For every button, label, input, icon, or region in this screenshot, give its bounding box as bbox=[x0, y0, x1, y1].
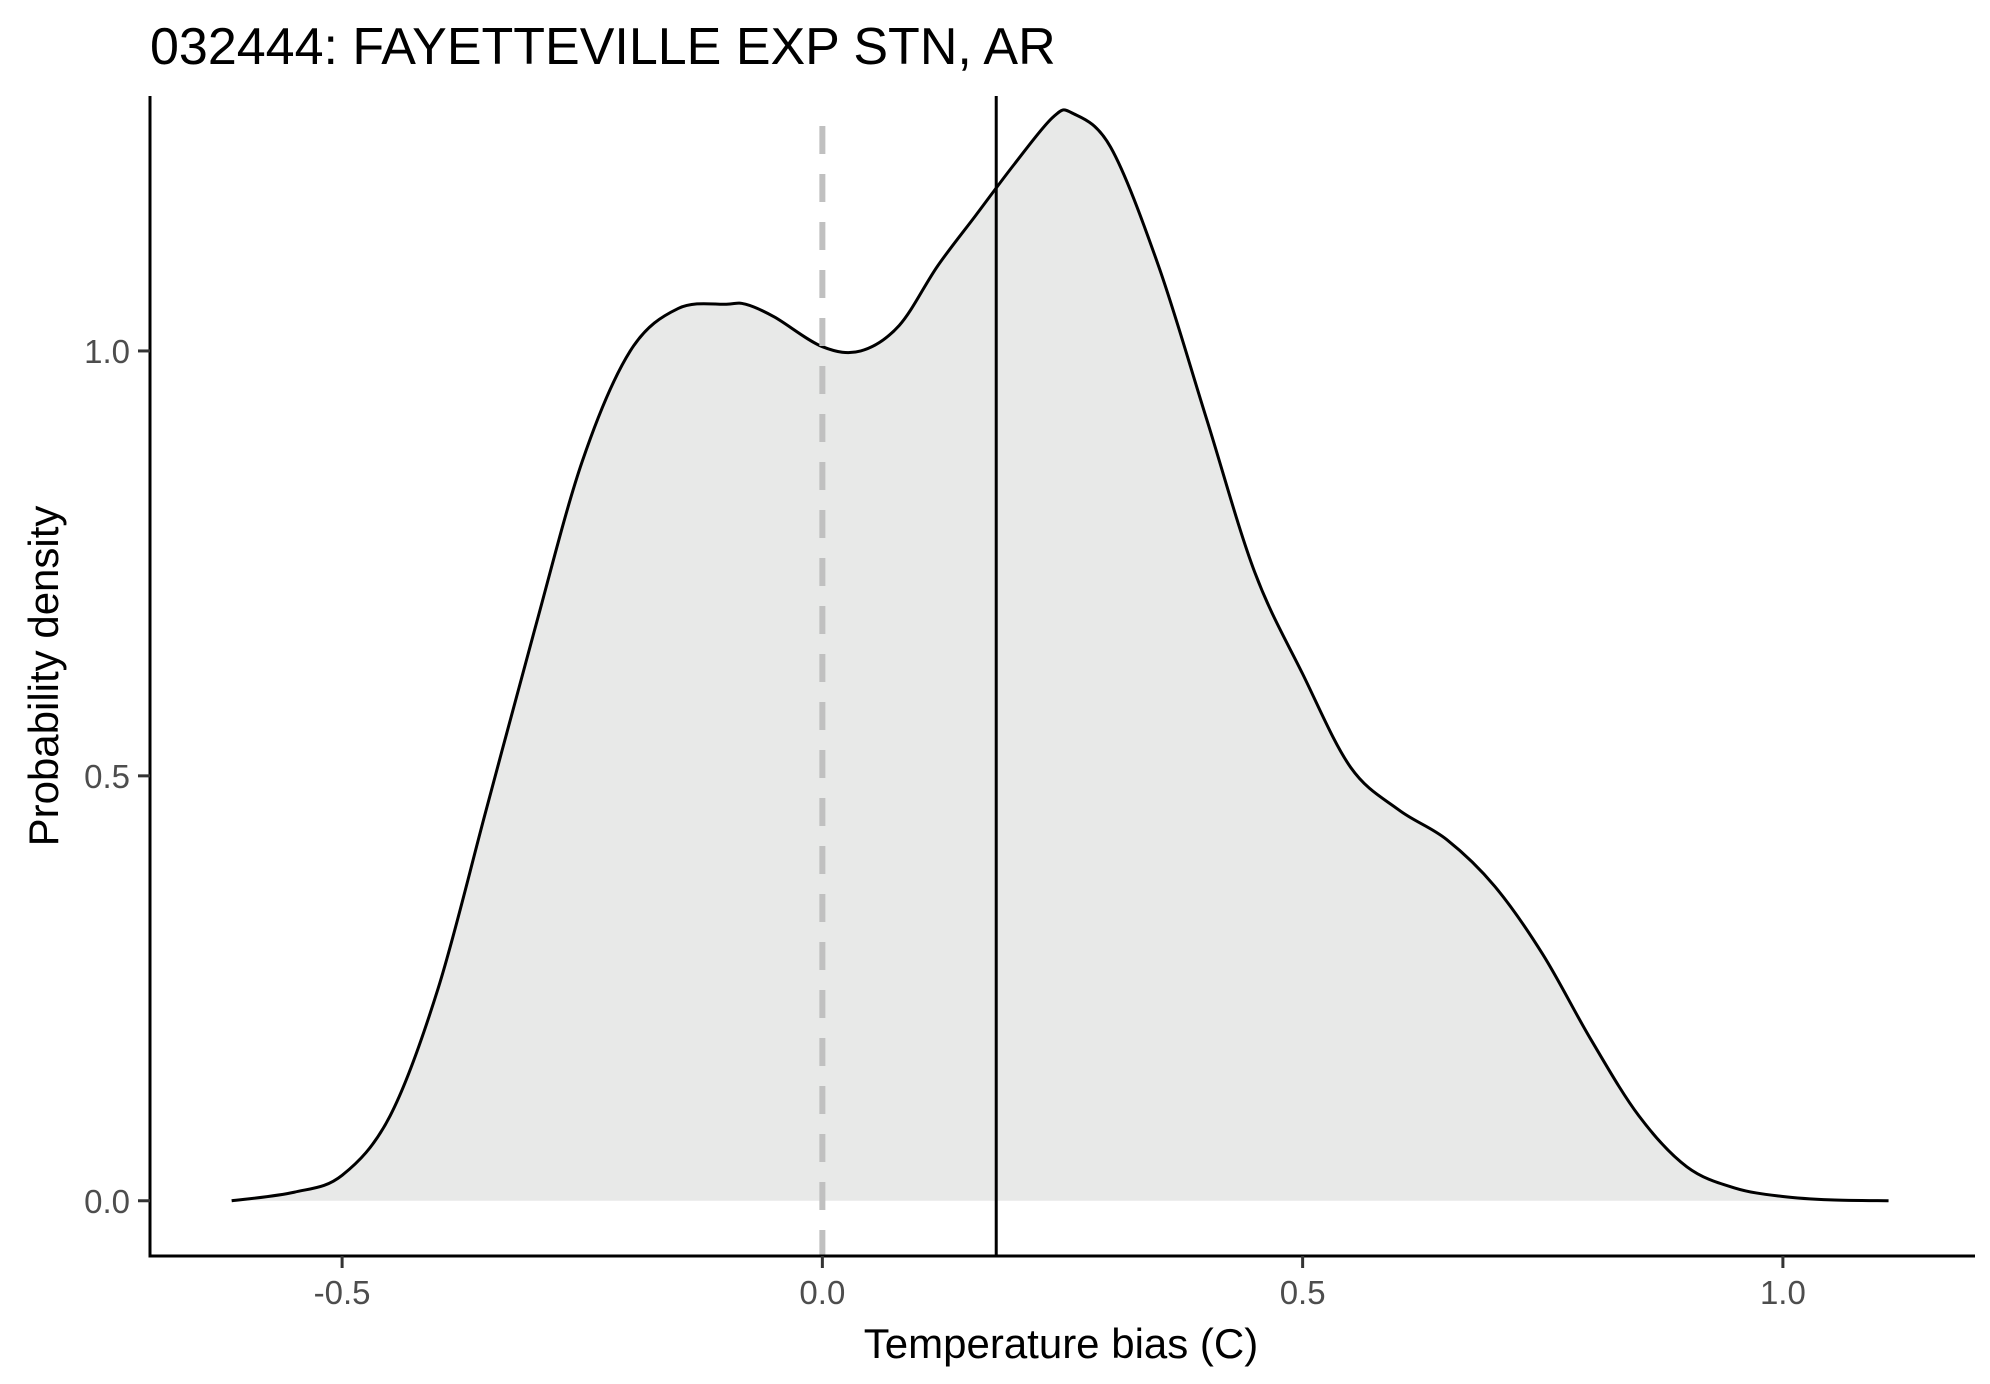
plot-area bbox=[231, 96, 1889, 1256]
density-line bbox=[231, 108, 1889, 1203]
y-axis-ticks: 0.0 0.5 1.0 bbox=[84, 333, 150, 1220]
y-tick-label: 0.0 bbox=[84, 1183, 130, 1220]
x-tick-label: 0.0 bbox=[799, 1274, 845, 1311]
x-axis-title: Temperature bias (C) bbox=[864, 1320, 1258, 1367]
x-tick-label: 0.5 bbox=[1280, 1274, 1326, 1311]
x-tick-label: 1.0 bbox=[1760, 1274, 1806, 1311]
y-tick-label: 0.5 bbox=[84, 758, 130, 795]
density-area bbox=[231, 109, 1889, 1201]
axes: -0.5 0.0 0.5 1.0 0.0 0.5 1.0 bbox=[84, 96, 1975, 1311]
chart-title: 032444: FAYETTEVILLE EXP STN, AR bbox=[150, 18, 1056, 76]
y-axis-title: Probability density bbox=[20, 506, 67, 847]
y-tick-label: 1.0 bbox=[84, 333, 130, 370]
x-tick-label: -0.5 bbox=[314, 1274, 371, 1311]
x-axis-ticks: -0.5 0.0 0.5 1.0 bbox=[314, 1256, 1806, 1311]
